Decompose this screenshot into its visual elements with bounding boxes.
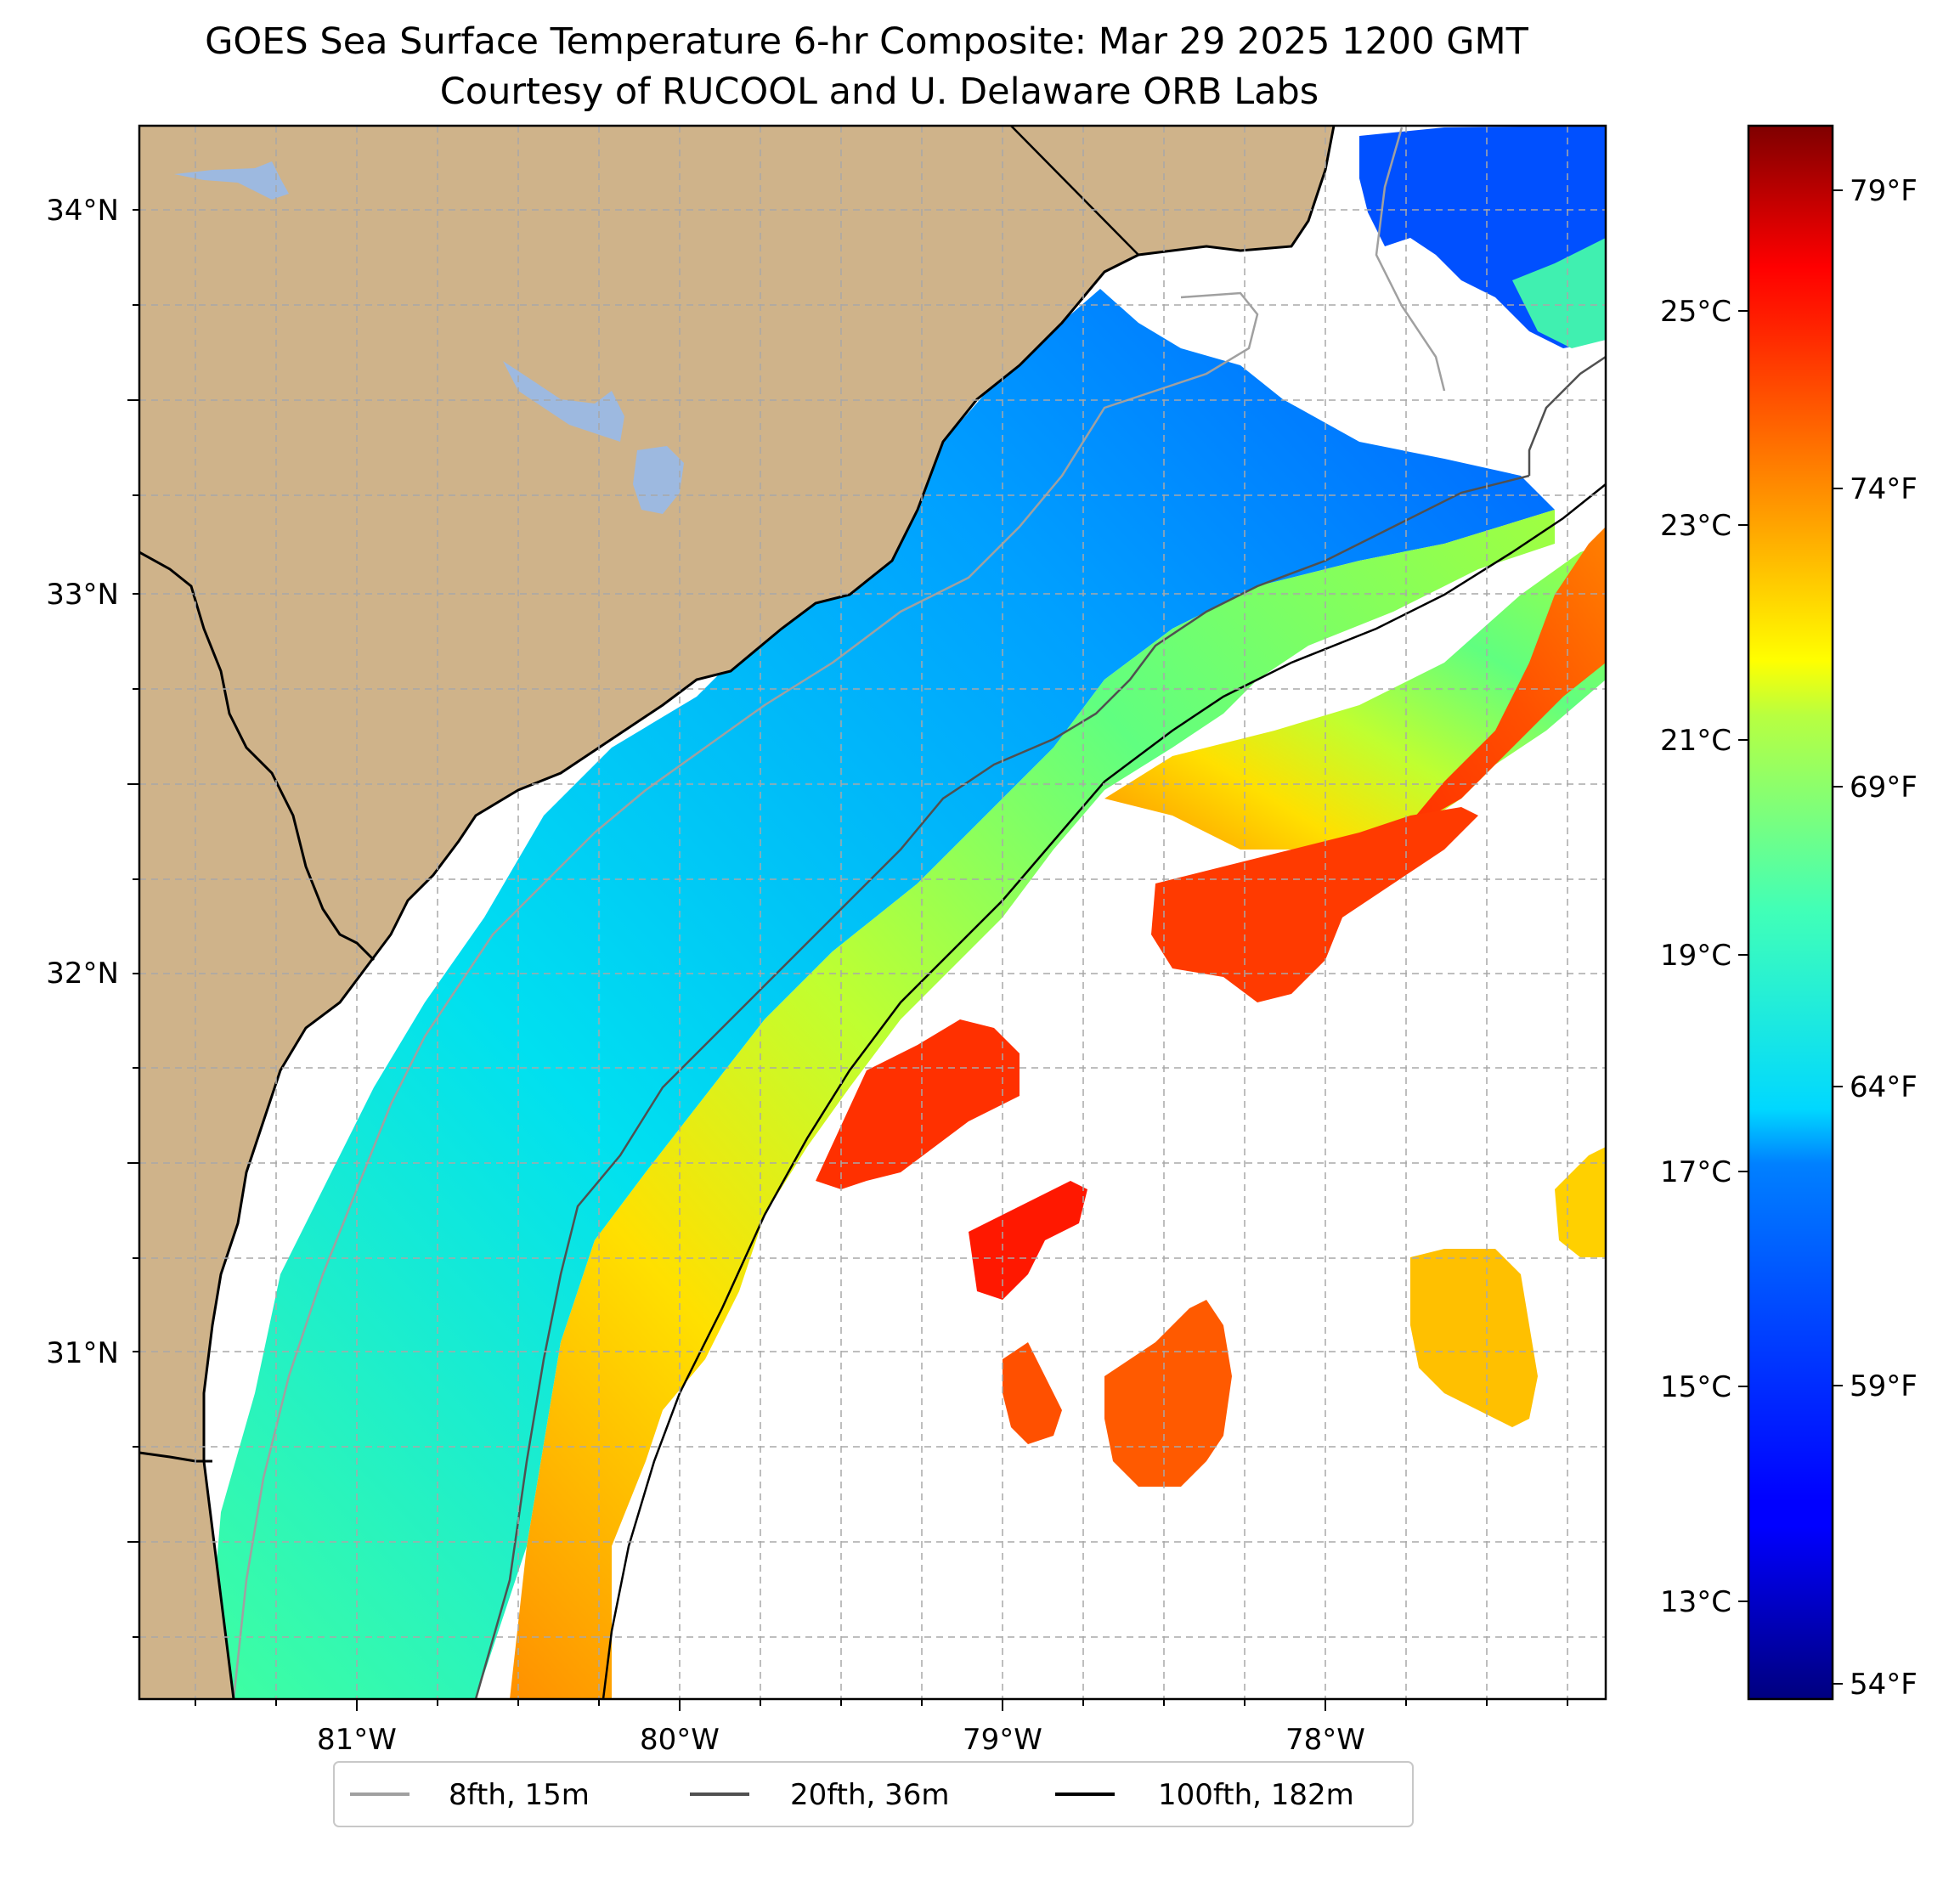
colorbar-f-54: 54°F <box>1850 1668 1918 1702</box>
lat-tick-34n: 34°N <box>46 194 119 228</box>
lake-northwest <box>174 161 289 200</box>
colorbar-c-21: 21°C <box>1660 724 1731 758</box>
lat-tick-33n: 33°N <box>46 578 119 612</box>
legend-label-8fth: 8fth, 15m <box>449 1778 590 1812</box>
gridlines <box>139 126 1606 1699</box>
x-axis <box>195 1699 1568 1711</box>
y-axis <box>127 209 139 1638</box>
sst-cool-ne-green <box>1512 238 1606 348</box>
figure-title-line1: GOES Sea Surface Temperature 6-hr Compos… <box>205 20 1529 63</box>
lake-marion <box>503 361 624 442</box>
state-border-ga-fl <box>139 1451 212 1463</box>
sst-gulf-stream-east <box>1402 527 1606 833</box>
colorbar-f-64: 64°F <box>1850 1070 1918 1104</box>
sst-warm-patch-west <box>816 1019 1020 1189</box>
sst-warm-patch-east2 <box>1555 1147 1606 1257</box>
map-frame <box>138 124 1607 1701</box>
coastline <box>202 126 1336 1699</box>
lon-tick-80w: 80°W <box>640 1723 720 1757</box>
sst-warm-patch-central <box>1151 807 1478 1002</box>
lon-tick-81w: 81°W <box>317 1723 397 1757</box>
contour-8fth-ne <box>1375 127 1446 392</box>
lon-tick-78w: 78°W <box>1285 1723 1365 1757</box>
sst-warm-patch-east1 <box>1410 1249 1538 1427</box>
colorbar-f-69: 69°F <box>1850 771 1918 805</box>
state-border-nc-sc <box>1010 126 1139 256</box>
colorbar-c-23: 23°C <box>1660 509 1731 543</box>
colorbar-gradient <box>1747 124 1834 1701</box>
sst-outer-shelf-water <box>510 510 1555 1699</box>
legend-label-100fth: 100fth, 182m <box>1158 1778 1354 1812</box>
colorbar-c-17: 17°C <box>1660 1155 1731 1189</box>
sst-warm-patch-mid <box>969 1181 1087 1300</box>
sst-warm-patch-south <box>1104 1300 1232 1487</box>
colorbar-c-15: 15°C <box>1660 1370 1731 1404</box>
colorbar-f-59: 59°F <box>1850 1369 1918 1403</box>
legend-box <box>333 1761 1414 1827</box>
colorbar-c-19: 19°C <box>1660 939 1731 973</box>
colorbar: 25°C 23°C 21°C 19°C 17°C 15°C 13°C 79°F … <box>1660 124 1918 1702</box>
contour-20fth-ne <box>1528 355 1606 476</box>
lon-tick-79w: 79°W <box>963 1723 1042 1757</box>
lake-moultrie <box>633 446 684 514</box>
legend-label-20fth: 20fth, 36m <box>790 1778 950 1812</box>
contour-100fth <box>602 483 1606 1699</box>
colorbar-c-25: 25°C <box>1660 295 1731 329</box>
contour-8fth <box>232 291 1259 1699</box>
map-panel <box>139 126 1606 1699</box>
contour-20fth <box>474 474 1530 1699</box>
sst-shelf-water <box>204 289 1555 1699</box>
colorbar-f-74: 74°F <box>1850 472 1918 506</box>
lat-tick-31n: 31°N <box>46 1336 119 1370</box>
figure-title-line2: Courtesy of RUCOOL and U. Delaware ORB L… <box>440 71 1319 113</box>
sst-warm-patch-southwest <box>1003 1342 1062 1444</box>
colorbar-f-79: 79°F <box>1850 174 1918 208</box>
legend: 8fth, 15m 20fth, 36m 100fth, 182m <box>333 1761 1414 1827</box>
colorbar-c-13: 13°C <box>1660 1585 1731 1619</box>
lat-tick-32n: 32°N <box>46 957 119 991</box>
